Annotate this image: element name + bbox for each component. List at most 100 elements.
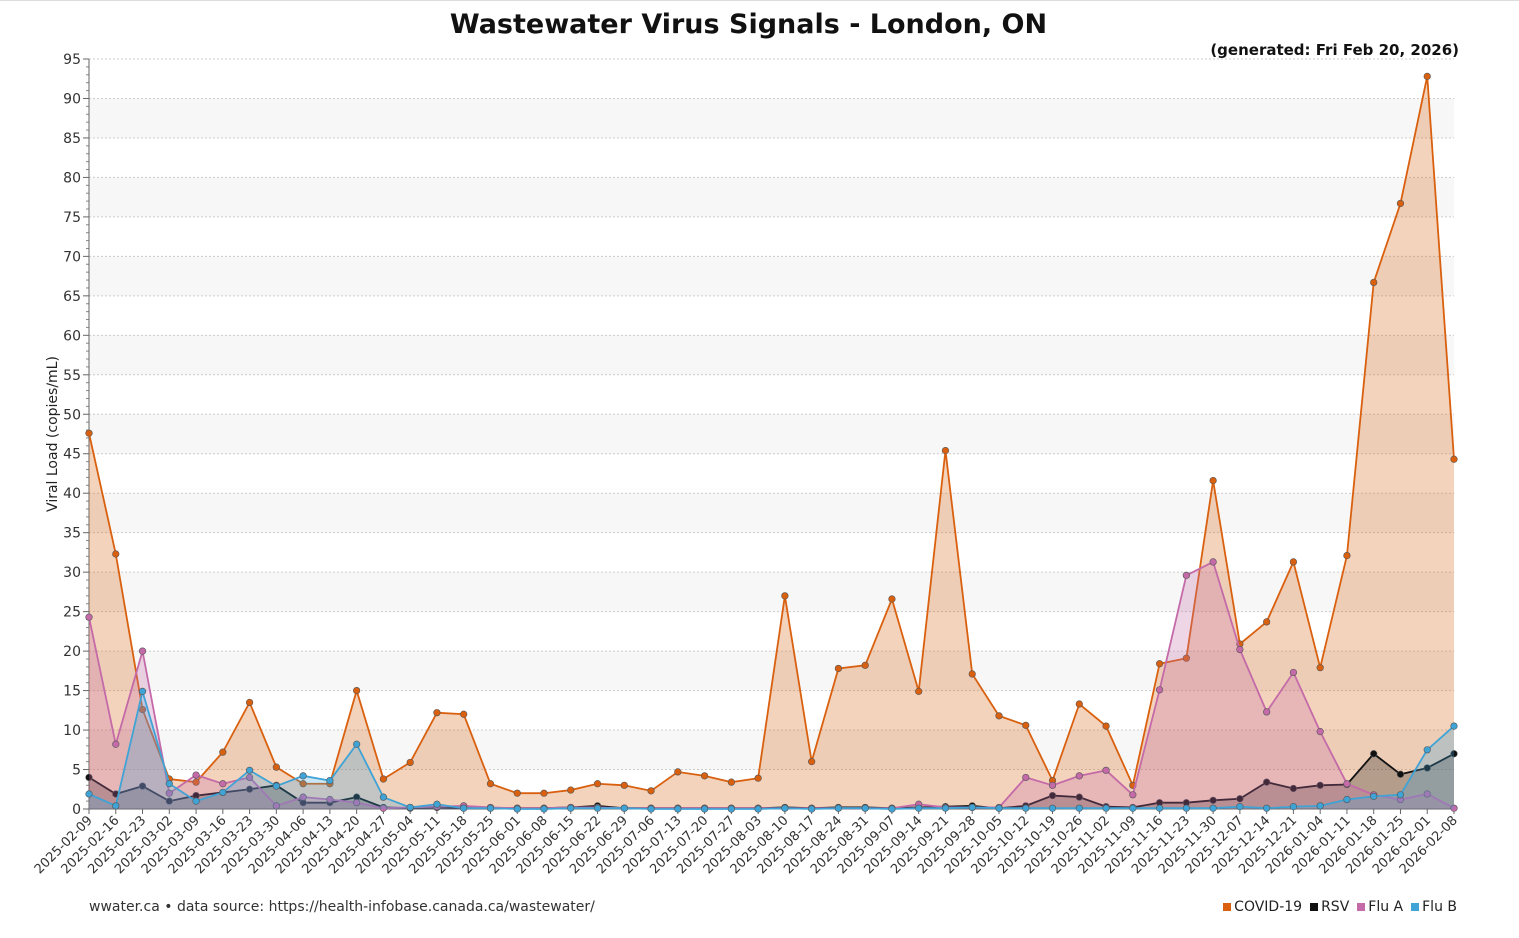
data-point bbox=[1450, 722, 1458, 730]
data-point bbox=[861, 661, 869, 669]
data-point bbox=[1182, 804, 1190, 812]
data-point bbox=[272, 802, 280, 810]
data-point bbox=[85, 790, 93, 798]
data-point bbox=[406, 803, 414, 812]
data-point bbox=[1450, 455, 1458, 463]
data-point bbox=[915, 687, 923, 695]
series-area bbox=[89, 691, 1454, 809]
data-point bbox=[379, 775, 388, 783]
y-tick-label: 10 bbox=[63, 723, 81, 739]
data-point bbox=[781, 804, 789, 812]
data-point bbox=[1075, 804, 1083, 812]
data-point bbox=[1343, 795, 1351, 804]
data-point bbox=[1048, 781, 1057, 789]
data-point bbox=[1022, 804, 1030, 812]
data-point bbox=[299, 793, 307, 801]
data-point bbox=[754, 774, 762, 782]
legend-item[interactable]: Flu B bbox=[1411, 899, 1457, 915]
data-point bbox=[1396, 791, 1405, 799]
data-point bbox=[1423, 790, 1431, 798]
data-point bbox=[674, 768, 682, 776]
data-point bbox=[219, 748, 227, 756]
legend-label: COVID-19 bbox=[1234, 899, 1303, 915]
data-point bbox=[486, 780, 495, 788]
data-point bbox=[941, 804, 950, 812]
data-point bbox=[888, 595, 896, 603]
data-point bbox=[112, 802, 120, 810]
y-tick-label: 70 bbox=[63, 249, 81, 265]
data-point bbox=[1263, 708, 1271, 716]
data-point bbox=[968, 670, 976, 678]
data-point bbox=[593, 804, 602, 812]
data-point bbox=[1343, 780, 1351, 788]
data-point bbox=[1048, 804, 1057, 812]
data-point bbox=[1075, 793, 1083, 801]
data-point bbox=[834, 664, 843, 673]
data-point bbox=[353, 686, 361, 695]
y-tick-label: 25 bbox=[63, 605, 81, 621]
legend-swatch bbox=[1310, 903, 1319, 911]
data-point bbox=[433, 800, 441, 808]
data-point bbox=[85, 429, 93, 437]
footer-source: wwater.ca • data source: https://health-… bbox=[89, 899, 595, 915]
data-point bbox=[1423, 72, 1431, 80]
data-point bbox=[1075, 700, 1083, 708]
data-point bbox=[85, 773, 93, 782]
y-tick-label: 90 bbox=[63, 91, 81, 107]
data-point bbox=[1209, 804, 1217, 812]
data-point bbox=[112, 740, 120, 748]
data-point bbox=[1022, 773, 1030, 782]
data-point bbox=[486, 804, 495, 812]
data-point bbox=[754, 805, 762, 813]
data-point bbox=[513, 789, 521, 797]
data-point bbox=[406, 758, 414, 767]
data-point bbox=[567, 786, 575, 794]
data-point bbox=[1289, 558, 1298, 566]
data-point bbox=[593, 780, 602, 788]
legend-item[interactable]: RSV bbox=[1310, 899, 1349, 915]
data-point bbox=[808, 758, 816, 766]
data-point bbox=[272, 782, 280, 790]
data-point bbox=[700, 805, 709, 813]
y-tick-label: 75 bbox=[63, 210, 81, 226]
data-point bbox=[112, 550, 120, 558]
y-tick-label: 5 bbox=[72, 763, 81, 779]
data-point bbox=[460, 710, 468, 718]
y-tick-label: 35 bbox=[63, 526, 81, 542]
legend-item[interactable]: COVID-19 bbox=[1223, 899, 1302, 915]
data-point bbox=[808, 805, 816, 813]
data-point bbox=[1129, 804, 1137, 812]
grid-band bbox=[89, 493, 1454, 533]
legend-item[interactable]: Flu A bbox=[1357, 899, 1403, 915]
data-point bbox=[647, 805, 655, 813]
data-point bbox=[1370, 750, 1378, 758]
data-point bbox=[1396, 199, 1405, 208]
data-point bbox=[834, 804, 843, 812]
chart-title: Wastewater Virus Signals - London, ON bbox=[449, 9, 1048, 40]
data-point bbox=[138, 687, 147, 695]
grid-band bbox=[89, 256, 1454, 296]
data-point bbox=[1343, 551, 1351, 560]
data-point bbox=[540, 805, 548, 813]
legend-swatch bbox=[1223, 903, 1232, 911]
legend-label: Flu B bbox=[1422, 899, 1457, 915]
data-point bbox=[379, 804, 388, 812]
y-tick-label: 60 bbox=[63, 328, 81, 344]
y-axis-label: Viral Load (copies/mL) bbox=[45, 356, 61, 512]
data-point bbox=[138, 647, 147, 655]
series-line bbox=[88, 76, 1455, 795]
data-point bbox=[245, 773, 254, 782]
grid-band bbox=[89, 177, 1454, 217]
data-point bbox=[1155, 804, 1164, 812]
data-point bbox=[567, 804, 575, 812]
data-point bbox=[915, 804, 923, 812]
y-tick-label: 45 bbox=[63, 447, 81, 463]
y-tick-label: 20 bbox=[63, 644, 81, 660]
data-point bbox=[781, 592, 789, 600]
data-point bbox=[299, 780, 307, 788]
data-point bbox=[888, 805, 896, 813]
data-point bbox=[1423, 764, 1431, 772]
data-point bbox=[1316, 802, 1324, 810]
data-point bbox=[1423, 746, 1431, 754]
